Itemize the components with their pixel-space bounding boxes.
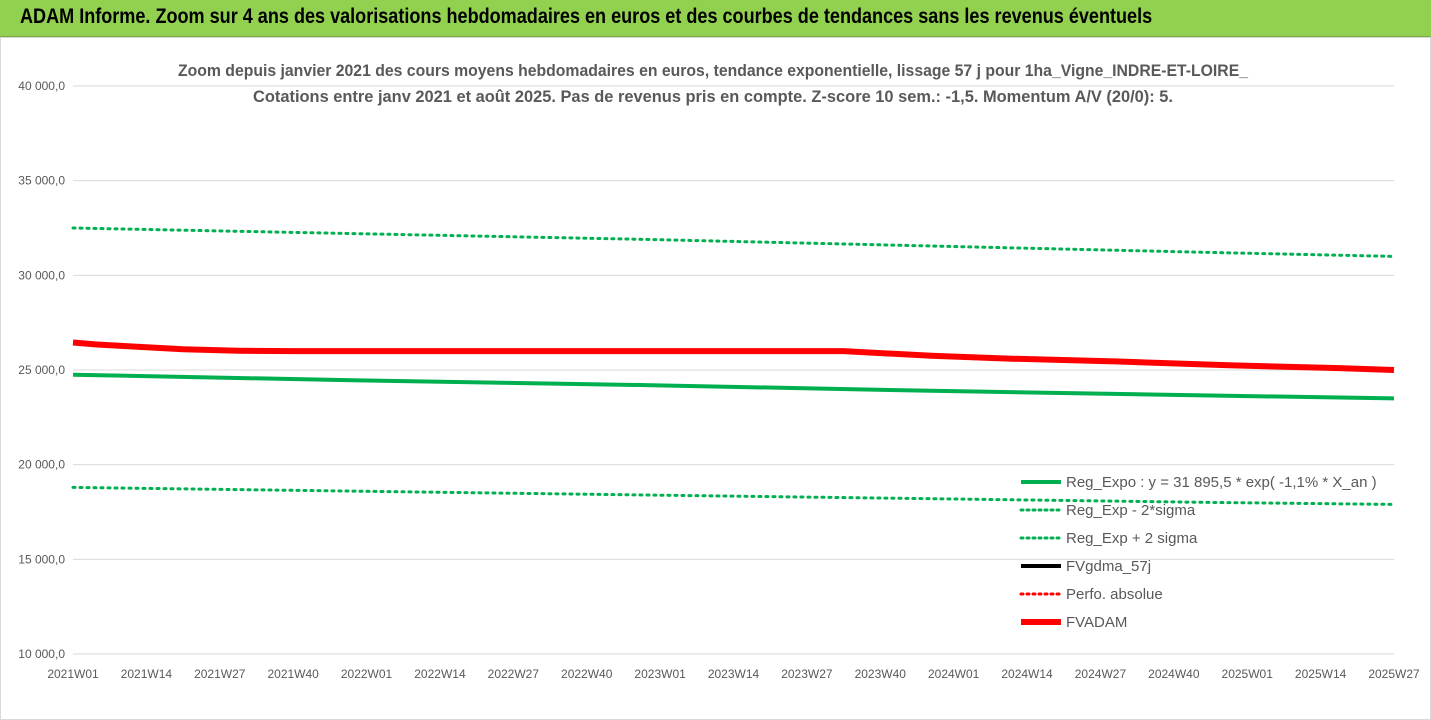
- x-tick-label: 2024W40: [1148, 667, 1200, 681]
- legend-label: FVgdma_57j: [1066, 558, 1151, 575]
- x-tick-label: 2023W27: [781, 667, 833, 681]
- y-tick-label: 40 000,0: [18, 79, 65, 93]
- legend-label: Perfo. absolue: [1066, 586, 1163, 603]
- y-tick-label: 20 000,0: [18, 458, 65, 472]
- series-line-0: [72, 372, 1395, 401]
- x-tick-label: 2022W01: [341, 667, 393, 681]
- banner: ADAM Informe. Zoom sur 4 ans des valoris…: [0, 0, 1431, 37]
- x-tick-label: 2022W14: [414, 667, 466, 681]
- x-tick-label: 2023W14: [708, 667, 760, 681]
- series: [71, 226, 1396, 506]
- series-line-5: [72, 339, 1395, 373]
- x-tick-label: 2021W27: [194, 667, 246, 681]
- x-tick-label: 2024W27: [1075, 667, 1127, 681]
- x-tick-label: 2021W01: [47, 667, 99, 681]
- series-line-1: [71, 485, 1396, 506]
- y-tick-label: 15 000,0: [18, 552, 65, 566]
- x-axis: 2021W01 2021W14 2021W27 2021W40 2022W01 2022W…: [47, 667, 1420, 681]
- x-tick-label: 2024W14: [1001, 667, 1053, 681]
- chart: Zoom depuis janvier 2021 des cours moyen…: [18, 61, 1420, 681]
- y-tick-label: 30 000,0: [18, 268, 65, 282]
- x-tick-label: 2022W27: [488, 667, 540, 681]
- y-tick-label: 35 000,0: [18, 174, 65, 188]
- x-tick-label: 2025W01: [1222, 667, 1274, 681]
- y-axis: 10 000,0 15 000,0 20 000,0 25 000,0 30 000,0…: [18, 79, 65, 661]
- legend: Reg_Expo : y = 31 895,5 * exp( -1,1% * X…: [1019, 474, 1377, 631]
- legend-label: Reg_Expo : y = 31 895,5 * exp( -1,1% * X…: [1066, 474, 1377, 491]
- legend-label: FVADAM: [1066, 614, 1127, 631]
- chart-area: Zoom depuis janvier 2021 des cours moyen…: [0, 37, 1431, 720]
- banner-title: ADAM Informe. Zoom sur 4 ans des valoris…: [20, 5, 1153, 28]
- x-tick-label: 2023W01: [634, 667, 686, 681]
- legend-label: Reg_Exp - 2*sigma: [1066, 502, 1196, 519]
- y-tick-label: 10 000,0: [18, 647, 65, 661]
- x-tick-label: 2022W40: [561, 667, 613, 681]
- x-tick-label: 2024W01: [928, 667, 980, 681]
- x-tick-label: 2025W14: [1295, 667, 1347, 681]
- x-tick-label: 2021W40: [267, 667, 319, 681]
- gridlines: [73, 85, 1394, 655]
- x-tick-label: 2023W40: [855, 667, 907, 681]
- legend-label: Reg_Exp + 2 sigma: [1066, 530, 1198, 547]
- x-tick-label: 2021W14: [121, 667, 173, 681]
- chart-title: Zoom depuis janvier 2021 des cours moyen…: [178, 61, 1248, 80]
- series-line-2: [71, 226, 1396, 258]
- y-tick-label: 25 000,0: [18, 363, 65, 377]
- x-tick-label: 2025W27: [1368, 667, 1420, 681]
- chart-subtitle: Cotations entre janv 2021 et août 2025. …: [253, 87, 1173, 106]
